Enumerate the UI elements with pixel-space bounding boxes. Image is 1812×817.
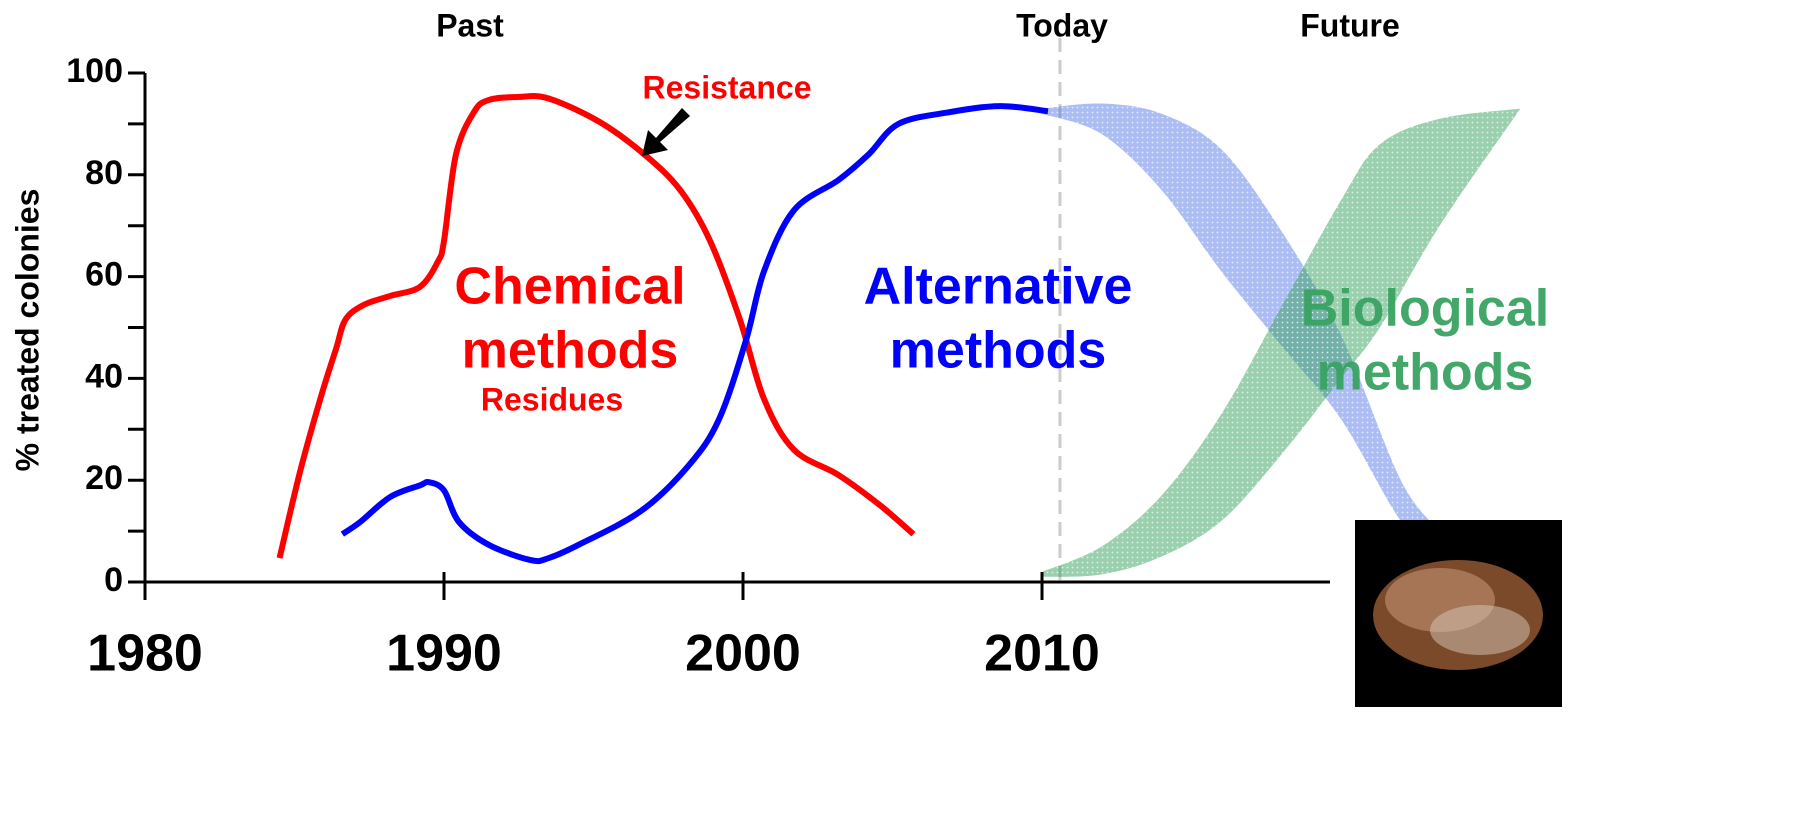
annotation: Residues <box>481 381 623 417</box>
annotation: Resistance <box>643 69 812 105</box>
line <box>340 103 1049 565</box>
y-tick-label: 100 <box>66 52 123 90</box>
series-label: Alternative <box>864 258 1133 316</box>
plot: 0 20 40 60 80 100 1980 1990 2000 2010 <box>66 52 1100 683</box>
line <box>276 93 916 559</box>
band-area <box>1042 108 1521 577</box>
band-label: methods <box>1317 344 1534 402</box>
photo <box>1355 520 1562 707</box>
period-label: Today <box>1016 7 1108 43</box>
arrow <box>642 108 690 156</box>
bands <box>1042 38 1521 582</box>
period-label: Past <box>436 7 504 43</box>
series-label: Chemical <box>454 258 685 316</box>
band-area <box>1042 103 1440 557</box>
x-tick-label: 1980 <box>87 625 203 683</box>
x-tick-label: 2000 <box>685 625 801 683</box>
y-tick-label: 0 <box>104 561 123 599</box>
period-label: Future <box>1300 7 1400 43</box>
x-tick-label: 1990 <box>386 625 502 683</box>
y-tick-label: 40 <box>85 357 123 395</box>
x-tick-label: 2010 <box>984 625 1100 683</box>
y-tick-label: 20 <box>85 459 123 497</box>
series-label: methods <box>890 322 1107 380</box>
photo-blob <box>1430 605 1530 655</box>
y-tick-label: 80 <box>85 154 123 192</box>
y-axis-label: % treated colonies <box>9 189 45 472</box>
band-label: Biological <box>1301 280 1549 338</box>
series-label: methods <box>462 322 679 380</box>
y-tick-label: 60 <box>85 256 123 294</box>
